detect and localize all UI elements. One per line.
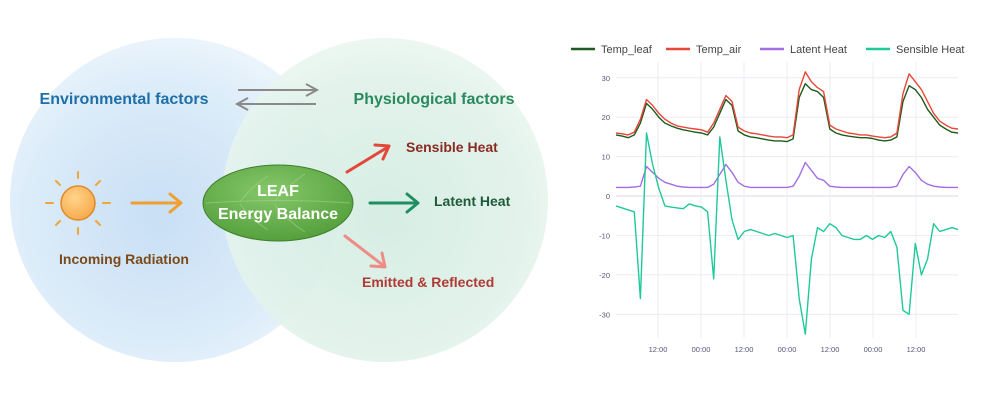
emitted-arrow-icon	[343, 234, 387, 269]
environmental-factors-label: Environmental factors	[40, 91, 209, 108]
legend-label: Sensible Heat	[896, 44, 965, 56]
sensible-arrow-icon	[345, 143, 391, 174]
series-line-temp-air	[615, 71, 959, 139]
leaf-subtitle: Energy Balance	[218, 206, 338, 223]
x-tick-label: 00:00	[692, 345, 711, 354]
physiological-factors-label: Physiological factors	[354, 91, 515, 108]
leaf-energy-balance: LEAF Energy Balance	[202, 164, 354, 242]
x-tick-label: 12:00	[907, 345, 926, 354]
y-tick-label: 30	[602, 74, 610, 83]
chart-legend: Temp_leaf Temp_air Latent Heat Sensible Hea…	[571, 44, 965, 56]
series-line-temp-leaf	[615, 82, 959, 143]
leaf-veins	[205, 173, 351, 233]
latent-arrow-icon	[368, 192, 420, 214]
y-tick-label: 10	[602, 153, 610, 162]
incoming-arrow-icon	[130, 192, 183, 214]
series-line-sensible-heat	[615, 132, 959, 335]
energy-balance-diagram: Environmental factors Physiological fact…	[10, 38, 548, 362]
incoming-radiation-label: Incoming Radiation	[59, 251, 189, 267]
sensible-heat-label: Sensible Heat	[406, 139, 498, 155]
latent-heat-label: Latent Heat	[434, 193, 511, 209]
chart-series	[615, 71, 959, 335]
y-tick-label: 0	[606, 192, 610, 201]
legend-label: Temp_air	[696, 44, 742, 56]
legend-label: Temp_leaf	[601, 44, 653, 56]
legend-label: Latent Heat	[790, 44, 847, 56]
x-axis-ticks: 12:00 00:00 12:00 00:00 12:00 00:00 12:00	[649, 345, 926, 354]
leaf-shape	[202, 164, 354, 242]
y-tick-label: -20	[599, 271, 610, 280]
emitted-reflected-label: Emitted & Reflected	[362, 274, 494, 290]
y-axis-ticks: 30 20 10 0 -10 -20 -30	[599, 74, 610, 320]
sun-icon	[45, 171, 111, 235]
y-tick-label: 20	[602, 113, 610, 122]
chart-grid	[616, 62, 958, 338]
x-tick-label: 00:00	[864, 345, 883, 354]
x-tick-label: 12:00	[735, 345, 754, 354]
exchange-arrows-icon	[234, 83, 320, 111]
physiological-region	[222, 38, 548, 362]
x-tick-label: 00:00	[778, 345, 797, 354]
series-line-latent-heat	[616, 161, 958, 189]
leaf-title: LEAF	[257, 183, 299, 200]
y-tick-label: -10	[599, 231, 610, 240]
x-tick-label: 12:00	[821, 345, 840, 354]
x-tick-label: 12:00	[649, 345, 668, 354]
y-tick-label: -30	[599, 310, 610, 319]
